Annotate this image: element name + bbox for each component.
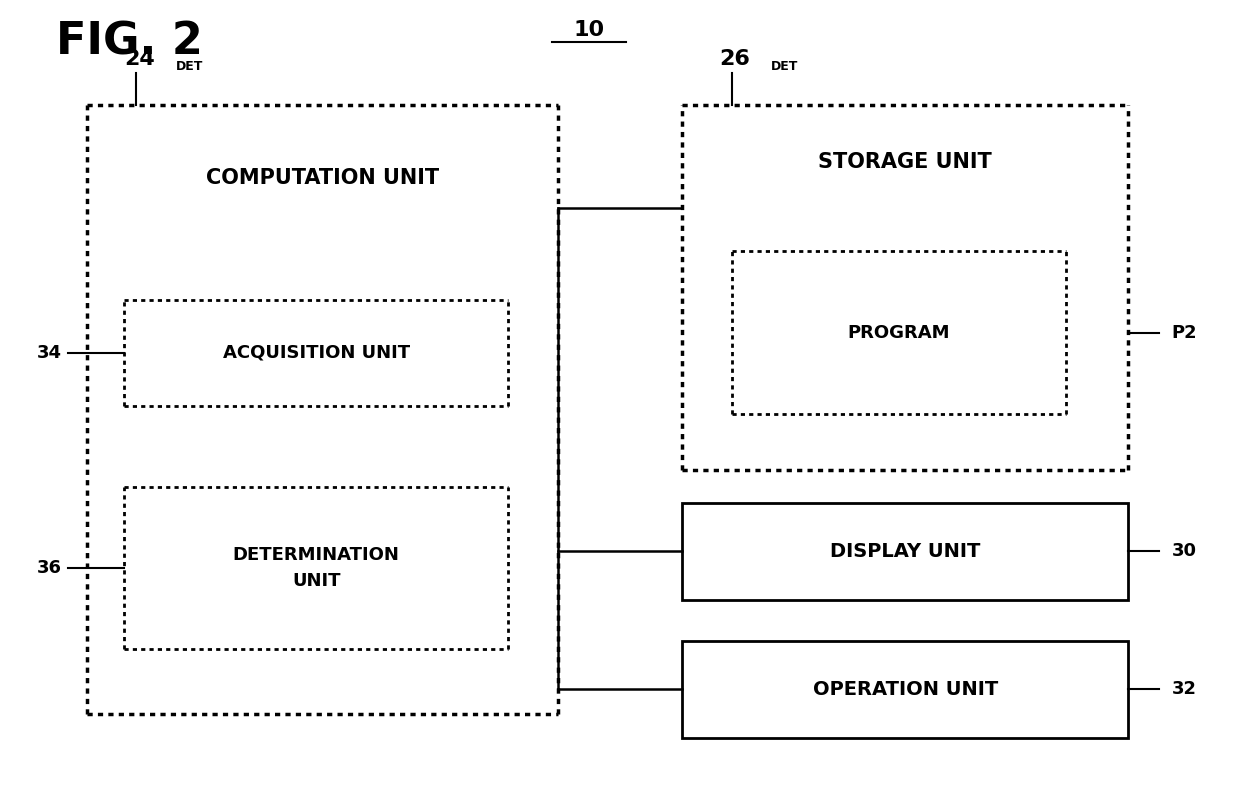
Text: DET: DET — [771, 60, 799, 73]
Text: ACQUISITION UNIT: ACQUISITION UNIT — [223, 344, 409, 362]
Text: P2: P2 — [1172, 324, 1198, 341]
Text: STORAGE UNIT: STORAGE UNIT — [818, 152, 992, 172]
Text: OPERATION UNIT: OPERATION UNIT — [812, 680, 998, 699]
Text: DISPLAY UNIT: DISPLAY UNIT — [830, 542, 981, 561]
Text: 10: 10 — [573, 20, 605, 41]
Text: 26: 26 — [719, 49, 750, 69]
Text: FIG. 2: FIG. 2 — [56, 20, 202, 63]
Text: 32: 32 — [1172, 680, 1197, 698]
Text: PROGRAM: PROGRAM — [848, 324, 950, 341]
Text: 34: 34 — [37, 344, 62, 362]
Text: 24: 24 — [124, 49, 155, 69]
Text: 30: 30 — [1172, 543, 1197, 560]
Text: COMPUTATION UNIT: COMPUTATION UNIT — [206, 169, 439, 188]
Bar — [682, 503, 1128, 600]
Text: DET: DET — [176, 60, 203, 73]
Text: DETERMINATION
UNIT: DETERMINATION UNIT — [233, 546, 399, 590]
Text: 36: 36 — [37, 559, 62, 577]
Bar — [682, 641, 1128, 738]
